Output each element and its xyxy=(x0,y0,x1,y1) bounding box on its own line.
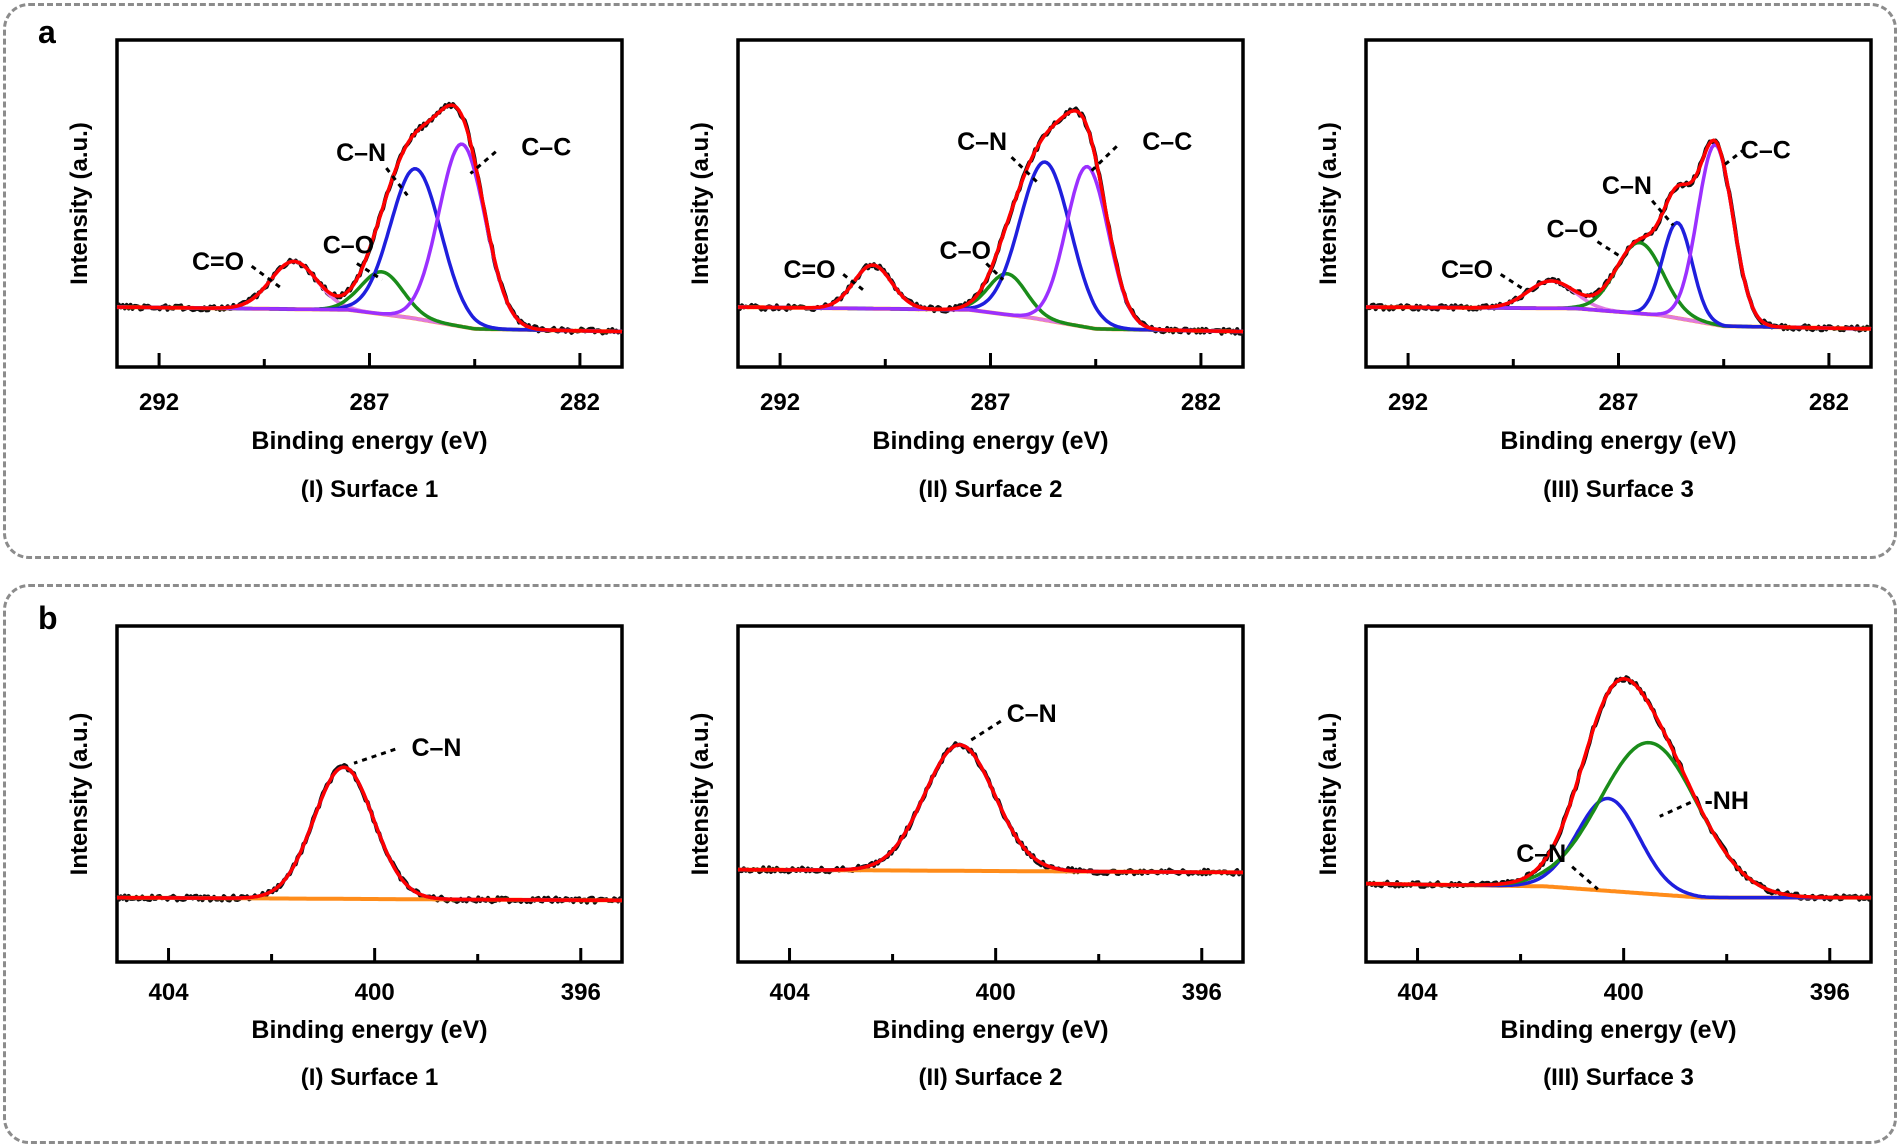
chart-a3: 292 287 282 Binding energy (eV) (III) Surfac… xyxy=(1315,38,1873,503)
chart-title: (I) Surface 1 xyxy=(301,1064,438,1091)
peak-label: C–O xyxy=(323,232,374,260)
envelope-fit-line xyxy=(737,109,1244,334)
x-tick-label: 404 xyxy=(1398,979,1439,1006)
peak-label: -NH xyxy=(1704,787,1748,815)
x-axis-label: Binding energy (eV) xyxy=(1500,427,1736,455)
chart-b2: 404 400 396 Binding energy (eV) (II) Surface… xyxy=(687,624,1245,1091)
x-tick-label: 287 xyxy=(1598,389,1638,416)
y-axis-label: Intensity (a.u.) xyxy=(687,122,714,285)
chart-title: (II) Surface 2 xyxy=(918,476,1062,503)
x-tick-label: 282 xyxy=(1181,389,1221,416)
peak-label: C–C xyxy=(1142,128,1192,156)
peak-label-leader xyxy=(985,262,1005,281)
peak-label: C=O xyxy=(1441,256,1493,284)
panel-b-frame xyxy=(3,584,1897,1144)
peak-label: C–O xyxy=(940,237,991,265)
panel-a-letter: a xyxy=(38,14,56,50)
envelope-fit-line xyxy=(738,743,1243,875)
x-tick-label: 400 xyxy=(976,979,1016,1006)
x-tick-label: 396 xyxy=(1810,979,1850,1006)
peak-label: C–C xyxy=(1741,136,1791,164)
x-tick-label: 287 xyxy=(970,389,1010,416)
peak-label: C–N xyxy=(336,139,386,167)
peak-label-leader xyxy=(842,273,866,292)
peak-label: C=O xyxy=(783,256,835,284)
x-tick-label: 292 xyxy=(1388,389,1428,416)
peak-label: C–N xyxy=(1516,840,1566,868)
peak-label: C=O xyxy=(192,248,244,276)
peak-label-leader xyxy=(1722,147,1746,167)
peak-label-leader xyxy=(250,264,283,290)
peak-label-leader xyxy=(969,719,1002,743)
x-tick-label: 282 xyxy=(560,389,600,416)
x-tick-label: 282 xyxy=(1809,389,1849,416)
x-tick-label: 400 xyxy=(355,979,395,1006)
peak-label-leader xyxy=(353,747,396,765)
peak-label: C–O xyxy=(1547,215,1598,243)
chart-title: (III) Surface 3 xyxy=(1543,1064,1694,1091)
x-tick-label: 292 xyxy=(139,389,179,416)
x-tick-label: 396 xyxy=(1182,979,1222,1006)
peak-label: C–N xyxy=(957,128,1007,156)
x-axis-label: Binding energy (eV) xyxy=(872,1016,1108,1044)
x-axis-label: Binding energy (eV) xyxy=(872,427,1108,455)
chart-title: (III) Surface 3 xyxy=(1543,476,1694,503)
y-axis-label: Intensity (a.u.) xyxy=(1315,122,1342,285)
peak-label: C–N xyxy=(1007,700,1057,728)
x-tick-label: 400 xyxy=(1604,979,1644,1006)
plot-frame xyxy=(736,38,1245,369)
chart-title: (I) Surface 1 xyxy=(301,476,438,503)
envelope-fit-line xyxy=(1365,138,1872,331)
peak-label-leader xyxy=(1596,240,1624,260)
x-axis-label: Binding energy (eV) xyxy=(251,427,487,455)
peak-label: C–N xyxy=(1602,172,1652,200)
plot-frame xyxy=(1364,38,1873,369)
y-axis-label: Intensity (a.u.) xyxy=(66,713,93,876)
panel-a-frame xyxy=(3,3,1897,559)
peak-cn-line xyxy=(1366,796,1871,900)
x-tick-label: 287 xyxy=(349,389,389,416)
x-tick-label: 396 xyxy=(561,979,601,1006)
envelope-fit-line xyxy=(1366,677,1871,900)
peak-label-leader xyxy=(1659,801,1692,818)
raw-data-line xyxy=(1364,138,1873,333)
envelope-fit-line xyxy=(117,765,622,903)
chart-b3: 404 400 396 Binding energy (eV) (III) Surfac… xyxy=(1315,624,1873,1091)
envelope-fit-line xyxy=(116,103,623,334)
x-axis-label: Binding energy (eV) xyxy=(1500,1016,1736,1044)
peak-nh-line xyxy=(1366,740,1871,900)
chart-a2: 292 287 282 Binding energy (eV) (II) Surface… xyxy=(687,38,1245,503)
x-tick-label: 404 xyxy=(770,979,811,1006)
peak-cn-line xyxy=(117,765,622,903)
chart-title: (II) Surface 2 xyxy=(918,1064,1062,1091)
peak-label-leader xyxy=(1571,865,1599,891)
x-tick-label: 292 xyxy=(760,389,800,416)
y-axis-label: Intensity (a.u.) xyxy=(687,713,714,876)
peak-cn-line xyxy=(738,743,1243,875)
plot-frame xyxy=(1364,624,1873,964)
plot-frame xyxy=(115,624,624,964)
chart-b1: 404 400 396 Binding energy (eV) (I) Surface … xyxy=(66,624,624,1091)
plot-frame xyxy=(736,624,1245,964)
peak-label-leader xyxy=(1499,273,1527,292)
panel-b-letter: b xyxy=(38,600,58,636)
raw-data-line xyxy=(115,763,623,905)
x-axis-label: Binding energy (eV) xyxy=(251,1016,487,1044)
x-tick-label: 404 xyxy=(149,979,190,1006)
y-axis-label: Intensity (a.u.) xyxy=(66,122,93,285)
raw-data-line xyxy=(736,741,1244,877)
plot-frame xyxy=(115,38,624,369)
peak-label: C–N xyxy=(411,734,461,762)
y-axis-label: Intensity (a.u.) xyxy=(1315,713,1342,876)
peak-label: C–C xyxy=(521,134,571,162)
raw-data-line xyxy=(1365,675,1873,902)
chart-a1: 292 287 282 Binding energy (eV) (I) Surface … xyxy=(66,38,624,503)
